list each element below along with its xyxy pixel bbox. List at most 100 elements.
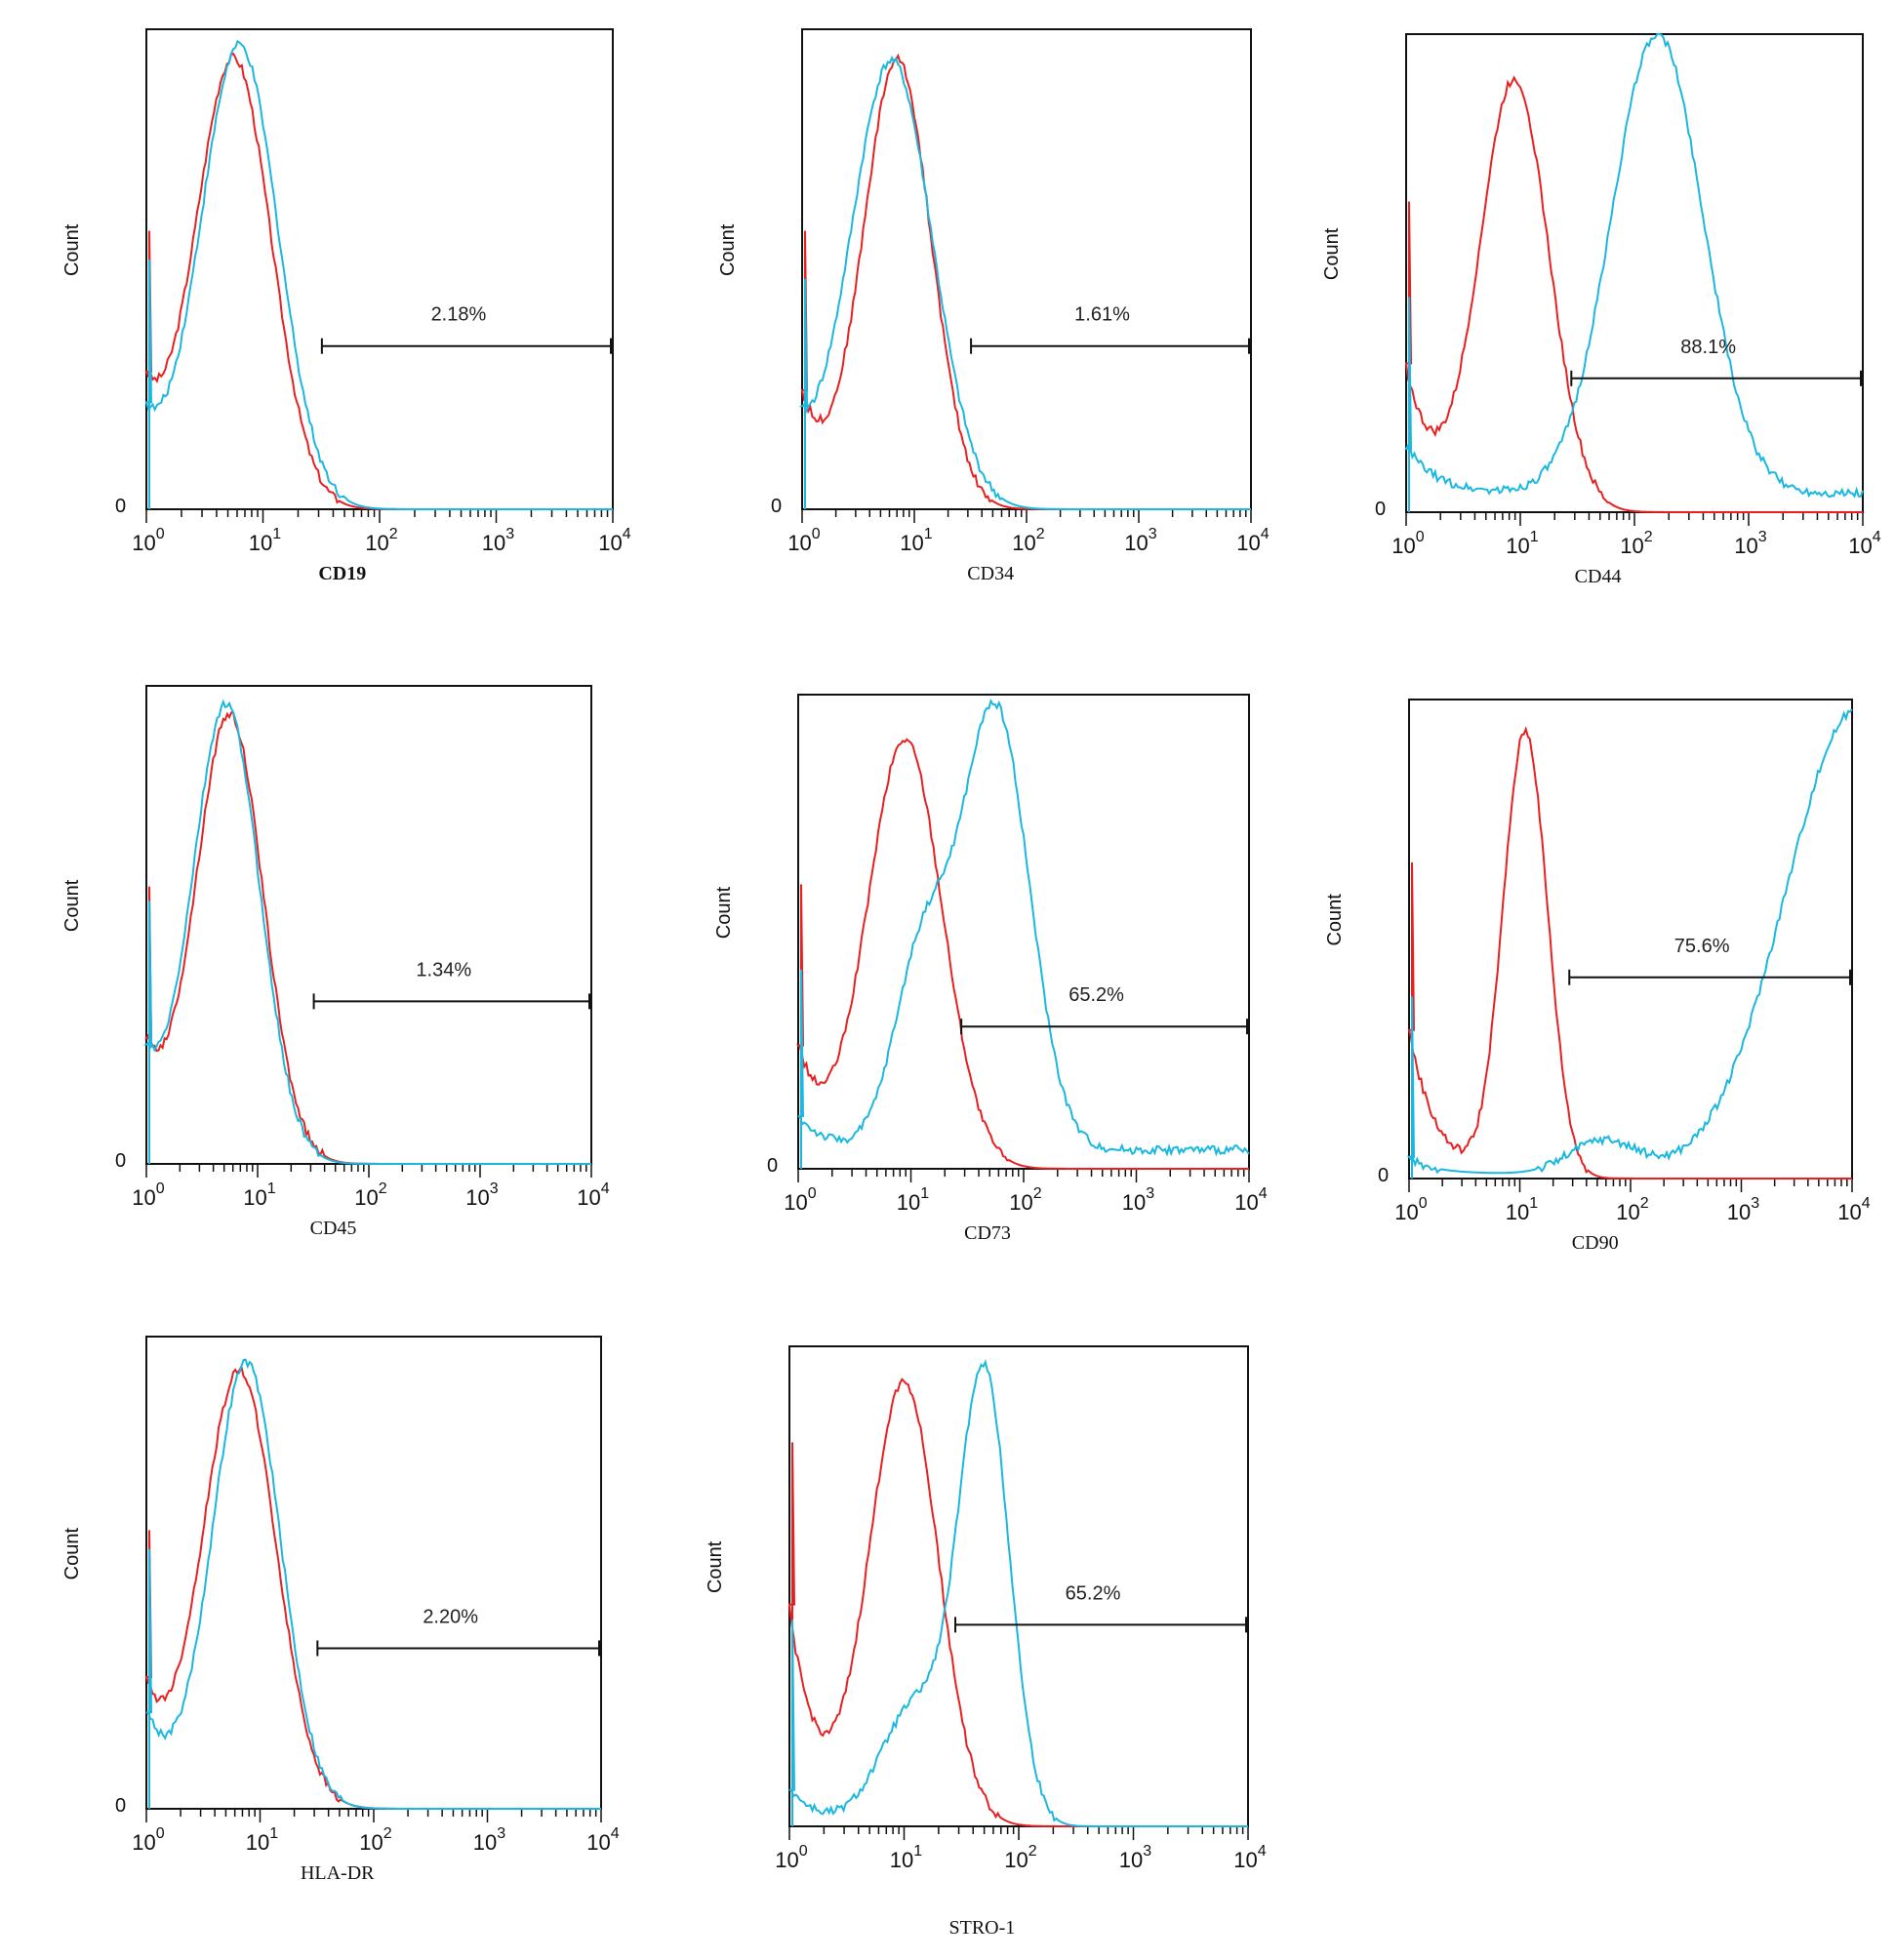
plot-frame <box>788 1345 1249 1827</box>
histogram-panel: Count 0 100 101 102 103 104 CD45 1.34% <box>61 685 610 1239</box>
y-axis-label: Count <box>717 223 739 276</box>
x-tick-label: 103 <box>1124 526 1156 555</box>
x-tick-label: 102 <box>1004 1843 1036 1872</box>
x-tick-label: 104 <box>586 1825 619 1855</box>
y-axis-label: Count <box>61 1528 83 1580</box>
x-tick-label: 101 <box>1506 529 1538 558</box>
x-tick-label: 102 <box>1620 529 1652 558</box>
x-tick-label: 103 <box>482 526 514 555</box>
gate-bar <box>1568 969 1851 985</box>
gate-bar <box>970 338 1250 354</box>
y-zero-label: 0 <box>115 1150 126 1172</box>
y-zero-label: 0 <box>1375 499 1386 520</box>
marker-curve <box>142 699 591 1165</box>
y-zero-label: 0 <box>771 496 782 517</box>
x-tick-label: 102 <box>1009 1185 1041 1215</box>
isotype-control-curve <box>787 1378 1248 1827</box>
y-zero-label: 0 <box>115 1795 126 1817</box>
x-tick-label: 101 <box>1506 1195 1538 1224</box>
plot-frame <box>1405 33 1864 513</box>
x-tick-label: 103 <box>1119 1843 1151 1872</box>
x-axis-label: HLA-DR <box>301 1862 375 1884</box>
marker-curve <box>145 1358 601 1810</box>
y-zero-label: 0 <box>115 496 126 517</box>
x-tick-label: 100 <box>132 1825 164 1855</box>
x-tick-label: 101 <box>900 526 932 555</box>
x-tick-label: 102 <box>1012 526 1044 555</box>
histogram-panel: Count 0 100 101 102 103 104 CD73 65.2% <box>713 694 1268 1244</box>
x-tick-label: 104 <box>577 1180 609 1210</box>
isotype-control-curve <box>144 711 591 1165</box>
plot-frame <box>801 28 1252 510</box>
x-tick-label: 101 <box>249 526 281 555</box>
x-tick-label: 100 <box>132 526 164 555</box>
x-tick-label: 104 <box>598 526 630 555</box>
x-tick-label: 104 <box>1233 1843 1266 1872</box>
plot-frame <box>797 694 1250 1170</box>
x-axis-label: CD19 <box>318 563 366 584</box>
gate-bar <box>320 338 612 354</box>
y-axis-label: Count <box>1321 227 1343 280</box>
gate-percentage: 65.2% <box>1066 1582 1121 1604</box>
x-tick-label: 100 <box>775 1843 807 1872</box>
y-axis-label: Count <box>1324 894 1346 946</box>
x-tick-label: 103 <box>1122 1185 1154 1215</box>
x-axis-label: CD45 <box>310 1218 357 1239</box>
x-tick-label: 104 <box>1236 526 1269 555</box>
isotype-control-curve <box>795 738 1249 1170</box>
x-tick-label: 103 <box>465 1180 498 1210</box>
x-tick-label: 104 <box>1837 1195 1870 1224</box>
gate-bar <box>1570 370 1862 386</box>
x-tick-label: 102 <box>1616 1195 1648 1224</box>
y-axis-label: Count <box>705 1540 726 1593</box>
histogram-panel: Count 0 100 101 102 103 104 HLA-DR 2.20% <box>61 1336 620 1884</box>
x-tick-label: 102 <box>359 1825 391 1855</box>
gate-percentage: 75.6% <box>1674 936 1730 957</box>
marker-curve <box>798 55 1251 510</box>
x-tick-label: 103 <box>1727 1195 1759 1224</box>
isotype-control-curve <box>1404 75 1863 513</box>
x-tick-label: 100 <box>784 1185 816 1215</box>
x-axis-label: CD44 <box>1575 566 1622 587</box>
histogram-panel: Count 0 100 101 102 103 104 CD19 2.18% <box>61 28 631 584</box>
marker-curve <box>1406 708 1853 1179</box>
y-axis-label: Count <box>61 223 83 276</box>
x-tick-label: 101 <box>890 1843 922 1872</box>
x-axis-label: CD73 <box>964 1222 1011 1244</box>
gate-percentage: 1.34% <box>416 959 471 980</box>
x-tick-label: 100 <box>1394 1195 1427 1224</box>
plot-frame <box>145 1336 602 1810</box>
x-tick-label: 102 <box>354 1180 386 1210</box>
x-tick-label: 101 <box>243 1180 275 1210</box>
x-tick-label: 101 <box>246 1825 278 1855</box>
histogram-panel: Count 100 101 102 103 104 STRO-1 65.2% <box>705 1345 1267 1939</box>
x-axis-label: CD90 <box>1572 1232 1619 1254</box>
gate-percentage: 88.1% <box>1680 337 1736 358</box>
y-axis-label: Count <box>61 879 83 932</box>
gate-bar <box>954 1617 1247 1633</box>
x-axis-label: STRO-1 <box>949 1917 1016 1939</box>
gate-percentage: 65.2% <box>1068 984 1124 1006</box>
gate-bar <box>316 1640 600 1657</box>
marker-curve <box>1404 33 1864 512</box>
x-axis-label: CD34 <box>967 563 1014 584</box>
x-tick-label: 104 <box>1234 1185 1267 1215</box>
x-tick-label: 100 <box>132 1180 164 1210</box>
plot-frame <box>1408 699 1853 1180</box>
x-tick-label: 101 <box>897 1185 929 1215</box>
x-tick-label: 103 <box>473 1825 505 1855</box>
gate-percentage: 2.20% <box>423 1606 478 1627</box>
marker-curve <box>797 699 1250 1169</box>
gate-percentage: 1.61% <box>1074 304 1130 326</box>
gate-bar <box>960 1019 1248 1035</box>
marker-curve <box>788 1359 1248 1827</box>
isotype-control-curve <box>1407 726 1852 1180</box>
marker-curve <box>144 39 613 510</box>
x-tick-label: 102 <box>365 526 397 555</box>
y-zero-label: 0 <box>767 1155 778 1177</box>
